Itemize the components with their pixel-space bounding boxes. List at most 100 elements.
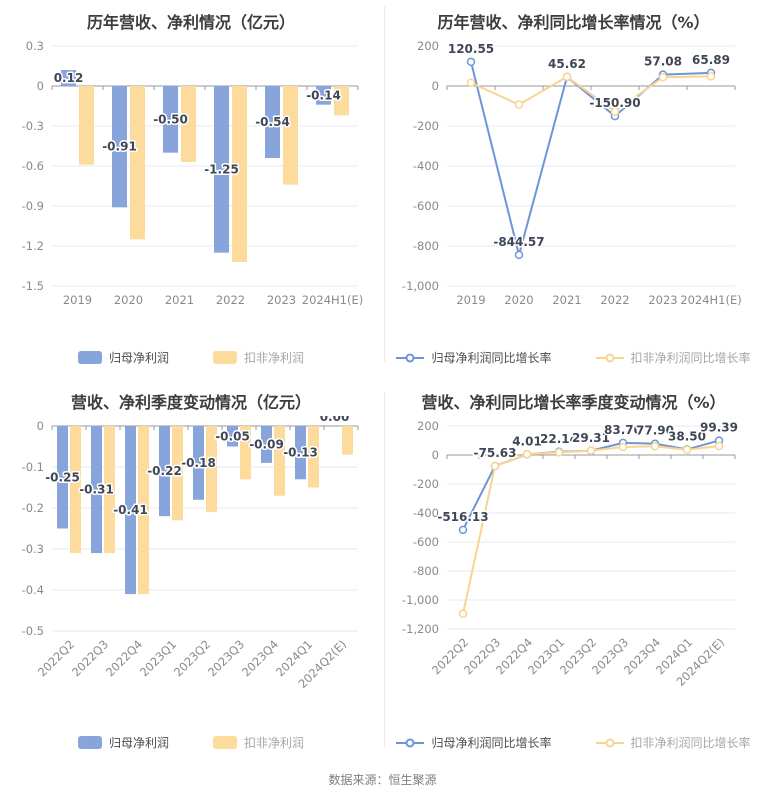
bar [261, 426, 272, 463]
bar [130, 86, 145, 240]
annual-growth-rate-plot: 200 0 -200 -400 -600 -800 -1,000 2019 2020 2021 20… [401, 39, 741, 307]
y-tick-label: -600 [412, 199, 438, 213]
y-tick-label: 200 [417, 39, 439, 53]
legend-label: 归母净利润 [108, 351, 169, 365]
value-label: 0.00 [320, 416, 350, 424]
x-tick-label: 2023 [648, 293, 677, 307]
quarterly-net-profit-bar-chart: 0 -0.1 -0.2 -0.3 -0.4 -0.5 2022Q2 2022Q3 2022Q4 2… [0, 409, 382, 712]
data-point-marker [458, 525, 467, 535]
value-label: -0.91 [102, 140, 137, 154]
bar [91, 426, 102, 554]
x-tick-label: 2022Q4 [103, 637, 145, 679]
x-tick-label: 2023Q2 [171, 637, 213, 679]
bar [193, 426, 204, 500]
source-note: 数据来源：恒生聚源 [328, 773, 437, 787]
data-point-marker [458, 609, 467, 619]
x-tick-label: 2021 [552, 293, 581, 307]
bar [295, 426, 306, 480]
legend-label: 扣非净利润 [244, 736, 305, 750]
bar [172, 426, 183, 521]
y-tick-label: -0.6 [22, 159, 44, 173]
value-label: -0.50 [153, 112, 188, 126]
data-point-marker [466, 78, 475, 88]
value-label: 38.50 [668, 429, 706, 443]
y-tick-label: 0 [431, 448, 438, 462]
bar [159, 426, 170, 517]
x-tick-label: 2019 [63, 293, 92, 307]
bar [206, 426, 217, 513]
value-label: -0.14 [306, 88, 341, 102]
value-label: -0.41 [113, 503, 148, 517]
legend-item-归母净利润[interactable]: 归母净利润 [77, 349, 169, 366]
legend-line-swatch-icon [595, 353, 624, 362]
value-label: 0.12 [54, 71, 84, 85]
value-label: -75.63 [473, 446, 516, 460]
legend-item-扣非净利润[interactable]: 扣非净利润 [213, 734, 304, 751]
legend-item-扣非净利润同比增长率[interactable]: 扣非净利润同比增长率 [595, 734, 751, 751]
line-series [458, 441, 723, 619]
x-tick-label: 2023 [267, 293, 296, 307]
legend-label: 归母净利润同比增长率 [431, 736, 552, 750]
x-tick-label: 2023Q3 [205, 637, 247, 679]
y-tick-label: -200 [412, 477, 438, 491]
legend-item-归母净利润同比增长率[interactable]: 归母净利润同比增长率 [396, 734, 552, 751]
x-tick-label: 2023Q4 [239, 637, 281, 679]
x-tick-label: 2021 [165, 293, 194, 307]
legend-item-扣非净利润同比增长率[interactable]: 扣非净利润同比增长率 [595, 349, 751, 366]
data-point-marker [466, 57, 475, 67]
legend-item-归母净利润同比增长率[interactable]: 归母净利润同比增长率 [396, 349, 552, 366]
data-point-marker [490, 461, 499, 471]
x-tick-label: 2019 [456, 293, 485, 307]
y-tick-label: -400 [412, 159, 438, 173]
bar [61, 70, 76, 86]
chart-title-quarterly-growth-rate: 营收、净利同比增长率季度变动情况（%） [421, 393, 726, 412]
value-label: -844.57 [493, 235, 544, 249]
value-label: -0.25 [45, 470, 80, 484]
y-tick-label: -800 [412, 239, 438, 253]
quadrant-annual-net-profit: 历年营收、净利情况（亿元） 0.3 0 -0.3 -0.6 -0.9 -1.2 -1.5 20… [0, 0, 382, 380]
x-tick-label: 2024H1(E) [302, 293, 363, 307]
data-point-marker [514, 250, 523, 260]
legend-line-swatch-icon [595, 738, 624, 747]
bar [283, 86, 298, 185]
bar-series [57, 426, 306, 595]
x-tick-label: 2022Q3 [69, 637, 111, 679]
bar [265, 86, 280, 158]
bar [79, 86, 94, 165]
y-tick-label: -0.4 [22, 583, 44, 597]
value-label: -0.09 [249, 437, 284, 451]
value-label: 65.89 [692, 53, 730, 67]
data-point-marker [514, 100, 523, 109]
legend-label: 扣非净利润同比增长率 [630, 736, 751, 750]
legend-item-归母净利润[interactable]: 归母净利润 [77, 734, 169, 751]
y-tick-label: -1.2 [22, 239, 44, 253]
bar [104, 426, 115, 554]
value-label: -0.05 [215, 429, 250, 443]
value-label: -1.25 [204, 162, 239, 176]
chart-title-annual-net-profit: 历年营收、净利情况（亿元） [86, 13, 295, 32]
value-label: -0.31 [79, 483, 114, 497]
legend-line-swatch-icon [396, 738, 425, 747]
bar [214, 86, 229, 253]
legend-label: 归母净利润 [108, 736, 169, 750]
data-point-marker [658, 72, 667, 82]
bar [138, 426, 149, 595]
value-label: -150.90 [589, 96, 640, 110]
data-point-marker [554, 448, 563, 457]
legend-annual-net-profit: 归母净利润 扣非净利润 [77, 349, 304, 366]
data-point-marker [706, 72, 715, 81]
value-label: 57.08 [644, 55, 682, 69]
value-label: 29.31 [572, 431, 610, 445]
value-label: -0.13 [283, 446, 318, 460]
bar [112, 86, 127, 208]
bar [57, 426, 68, 529]
annual-net-profit-plot: 0.3 0 -0.3 -0.6 -0.9 -1.2 -1.5 2019 2020 2021 2022… [22, 39, 364, 307]
value-label: 45.62 [548, 57, 586, 71]
y-tick-label: -600 [412, 535, 438, 549]
value-label: 77.90 [636, 424, 674, 438]
y-tick-label: 0 [37, 419, 44, 433]
legend-bar-swatch-icon [213, 351, 237, 364]
legend-item-扣非净利润[interactable]: 扣非净利润 [213, 349, 304, 366]
quadrant-quarterly-net-profit: 营收、净利季度变动情况（亿元） 0 -0.1 -0.2 -0.3 -0.4 -0.5 202… [0, 380, 382, 765]
line-series [466, 72, 715, 116]
